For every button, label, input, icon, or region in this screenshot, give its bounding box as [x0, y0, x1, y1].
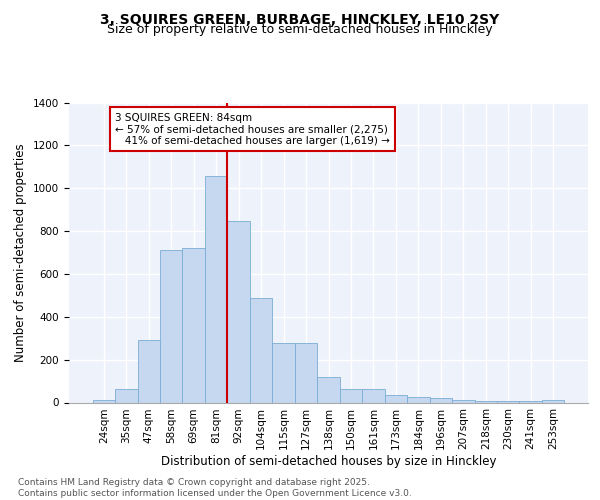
- Bar: [362, 388, 385, 402]
- Text: Size of property relative to semi-detached houses in Hinckley: Size of property relative to semi-detach…: [107, 22, 493, 36]
- Text: 3, SQUIRES GREEN, BURBAGE, HINCKLEY, LE10 2SY: 3, SQUIRES GREEN, BURBAGE, HINCKLEY, LE1…: [100, 12, 500, 26]
- Bar: [115, 388, 137, 402]
- Text: 3 SQUIRES GREEN: 84sqm
← 57% of semi-detached houses are smaller (2,275)
   41% : 3 SQUIRES GREEN: 84sqm ← 57% of semi-det…: [115, 112, 390, 146]
- Bar: [430, 398, 452, 402]
- Text: Contains HM Land Registry data © Crown copyright and database right 2025.
Contai: Contains HM Land Registry data © Crown c…: [18, 478, 412, 498]
- Bar: [92, 400, 115, 402]
- Bar: [137, 340, 160, 402]
- Bar: [542, 400, 565, 402]
- Bar: [205, 176, 227, 402]
- Bar: [160, 250, 182, 402]
- Bar: [340, 388, 362, 402]
- Bar: [295, 342, 317, 402]
- Bar: [407, 397, 430, 402]
- Bar: [272, 342, 295, 402]
- Bar: [452, 400, 475, 402]
- Bar: [385, 395, 407, 402]
- Bar: [227, 222, 250, 402]
- Bar: [317, 377, 340, 402]
- Y-axis label: Number of semi-detached properties: Number of semi-detached properties: [14, 143, 28, 362]
- Bar: [250, 298, 272, 403]
- Bar: [182, 248, 205, 402]
- X-axis label: Distribution of semi-detached houses by size in Hinckley: Distribution of semi-detached houses by …: [161, 455, 496, 468]
